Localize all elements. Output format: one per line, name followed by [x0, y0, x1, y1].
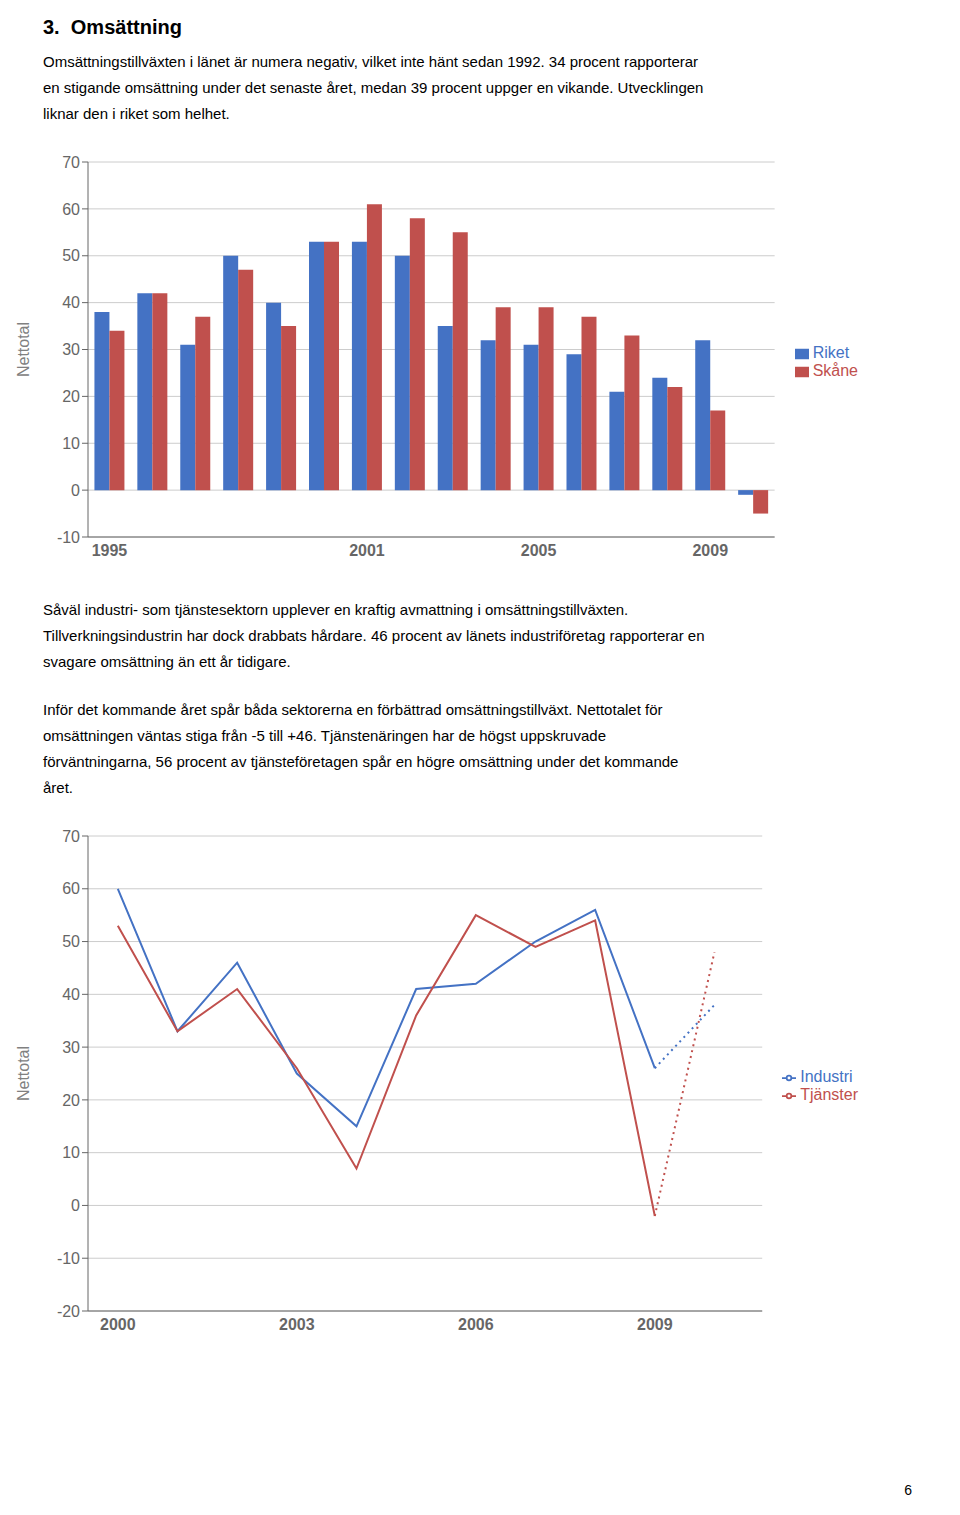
svg-text:2006: 2006	[458, 1316, 494, 1333]
svg-text:0: 0	[71, 482, 80, 499]
html-text:Riket: Riket	[812, 344, 850, 361]
svg-text:40: 40	[62, 294, 80, 311]
html-text:Tjänster: Tjänster	[800, 1086, 858, 1103]
svg-text:30: 30	[62, 341, 80, 358]
svg-text:0: 0	[71, 1197, 80, 1214]
html-text:Omsättningstillväxten i länet: Omsättningstillväxten i länet är numera …	[43, 53, 699, 70]
svg-text:Nettotal: Nettotal	[15, 1046, 32, 1101]
html-text:året.: året.	[43, 779, 73, 796]
svg-text:2009: 2009	[692, 542, 728, 559]
html-text:Inför det kommande året spår b: Inför det kommande året spår båda sektor…	[43, 701, 663, 718]
svg-text:2009: 2009	[637, 1316, 673, 1333]
svg-text:Nettotal: Nettotal	[15, 322, 32, 377]
svg-text:60: 60	[62, 201, 80, 218]
html-text:svagare omsättning än ett år t: svagare omsättning än ett år tidigare.	[43, 653, 291, 670]
svg-text:1995: 1995	[92, 542, 128, 559]
svg-text:60: 60	[62, 880, 80, 897]
svg-text:40: 40	[62, 986, 80, 1003]
html-text:6: 6	[904, 1482, 912, 1498]
svg-text:-20: -20	[57, 1303, 80, 1320]
html-text:Skåne: Skåne	[812, 362, 858, 379]
svg-text:-10: -10	[57, 529, 80, 546]
svg-text:10: 10	[62, 435, 80, 452]
svg-text:70: 70	[62, 828, 80, 845]
svg-text:10: 10	[62, 1144, 80, 1161]
svg-text:2005: 2005	[521, 542, 557, 559]
svg-text:-10: -10	[57, 1250, 80, 1267]
svg-text:2000: 2000	[100, 1316, 136, 1333]
html-text:förväntningarna, 56 procent av: förväntningarna, 56 procent av tjänstefö…	[43, 753, 679, 770]
svg-text:20: 20	[62, 1092, 80, 1109]
svg-text:70: 70	[62, 154, 80, 171]
svg-text:20: 20	[62, 388, 80, 405]
html-text:en stigande omsättning under d: en stigande omsättning under det senaste…	[43, 79, 704, 96]
svg-text:50: 50	[62, 933, 80, 950]
html-text:3. Omsättning: 3. Omsättning	[43, 16, 182, 38]
html-text:Tillverkningsindustrin har doc: Tillverkningsindustrin har dock drabbats…	[43, 627, 705, 644]
html-text:liknar den i riket som helhet.: liknar den i riket som helhet.	[43, 105, 230, 122]
svg-text:50: 50	[62, 247, 80, 264]
svg-text:30: 30	[62, 1039, 80, 1056]
svg-text:2003: 2003	[279, 1316, 315, 1333]
html-text:omsättningen väntas stiga från: omsättningen väntas stiga från -5 till +…	[43, 727, 606, 744]
html-text:Såväl industri- som tjänstesek: Såväl industri- som tjänstesektorn upple…	[43, 601, 629, 618]
svg-text:2001: 2001	[349, 542, 385, 559]
html-text:Industri: Industri	[800, 1068, 853, 1085]
